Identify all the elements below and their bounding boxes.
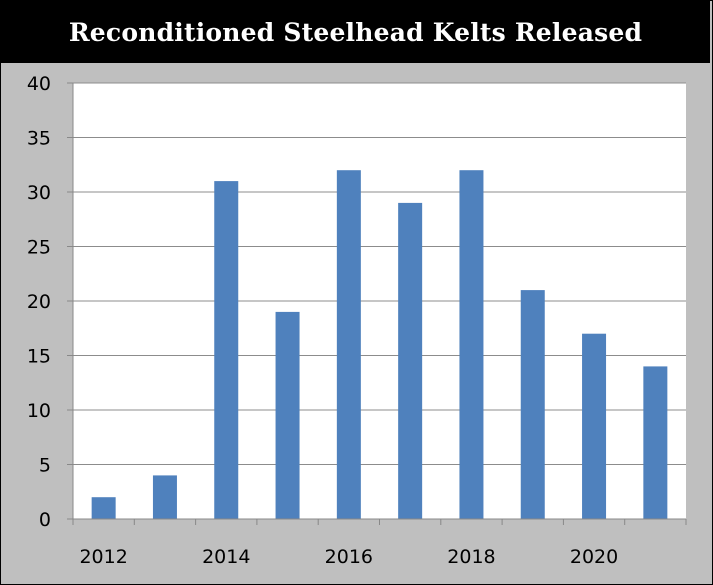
y-tick-label-20: 20 xyxy=(27,291,51,313)
y-tick-label-35: 35 xyxy=(27,128,51,150)
y-tick-label-10: 10 xyxy=(27,400,51,422)
x-tick-label-2012: 2012 xyxy=(79,546,127,568)
chart-title: Reconditioned Steelhead Kelts Released xyxy=(1,1,710,63)
x-tick-label-2014: 2014 xyxy=(202,546,250,568)
bar-2016 xyxy=(336,170,361,519)
bar-2013 xyxy=(152,475,177,519)
y-tick-label-25: 25 xyxy=(27,237,51,259)
axes xyxy=(67,82,687,525)
bar-2020 xyxy=(582,333,607,519)
bar-2014 xyxy=(214,181,239,519)
bar-2012 xyxy=(91,497,116,519)
bar-2015 xyxy=(275,311,300,519)
y-tick-label-15: 15 xyxy=(27,346,51,368)
bar-2019 xyxy=(520,290,545,519)
y-tick-label-0: 0 xyxy=(39,509,51,531)
bars xyxy=(91,170,668,519)
y-tick-label-40: 40 xyxy=(27,73,51,95)
y-tick-label-5: 5 xyxy=(39,455,51,477)
bar-2018 xyxy=(459,170,484,519)
bar-2021 xyxy=(643,366,668,519)
x-tick-label-2020: 2020 xyxy=(570,546,618,568)
bar-2017 xyxy=(398,202,423,519)
tick-labels: 0 5 10 15 20 25 30 35 40 2012 2014 2016 2018 2020 xyxy=(27,73,618,568)
x-tick-label-2016: 2016 xyxy=(325,546,373,568)
y-tick-label-30: 30 xyxy=(27,182,51,204)
x-tick-label-2018: 2018 xyxy=(447,546,495,568)
